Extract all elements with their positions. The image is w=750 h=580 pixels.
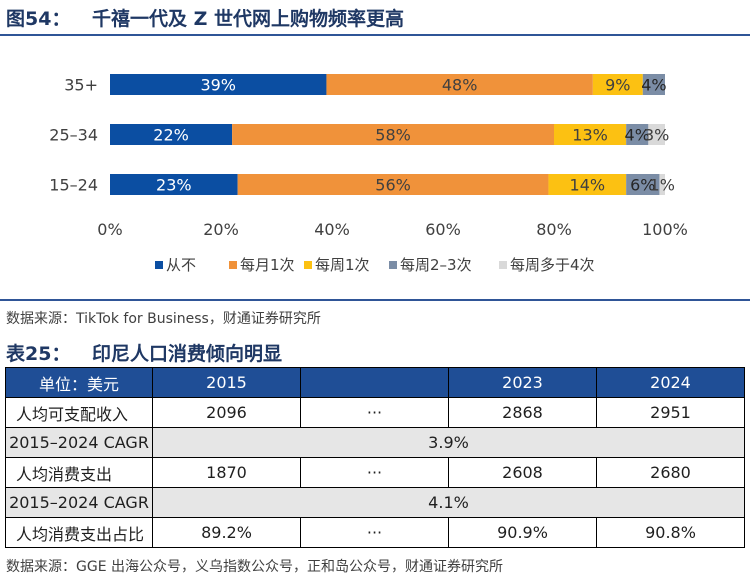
x-tick-label: 60% bbox=[425, 220, 461, 239]
data-label: 22% bbox=[153, 126, 189, 145]
table-header-row: 单位：美元 2015 2023 2024 bbox=[5, 367, 745, 398]
table-cell: 2608 bbox=[448, 457, 597, 488]
stacked-bar-chart: 35+ 39% 48% 9% 4%25–34 22% 58% 13% 4%3%15–24 23% 5… bbox=[49, 74, 688, 274]
data-label: 9% bbox=[605, 76, 630, 95]
legend-label: 每月1次 bbox=[240, 256, 295, 274]
table-cell: ··· bbox=[300, 517, 449, 548]
x-tick-label: 40% bbox=[314, 220, 350, 239]
chart-source: 数据来源：TikTok for Business，财通证券研究所 bbox=[6, 311, 321, 327]
figure-title-text: 千禧一代及 Z 世代网上购物频率更高 bbox=[92, 8, 405, 30]
table-cagr-row: 2015–2024 CAGR 3.9% bbox=[5, 427, 745, 458]
data-label: 3% bbox=[644, 126, 669, 145]
table-cell: 1870 bbox=[152, 457, 301, 488]
data-label: 56% bbox=[375, 176, 411, 195]
table-cell: ··· bbox=[300, 457, 449, 488]
x-tick-label: 0% bbox=[97, 220, 122, 239]
bar-segment bbox=[326, 74, 593, 95]
data-label: 4% bbox=[625, 126, 650, 145]
legend-swatch bbox=[304, 261, 312, 269]
data-label: 23% bbox=[156, 176, 192, 195]
bar-segment bbox=[592, 74, 643, 95]
legend-label: 每周多于4次 bbox=[510, 256, 595, 274]
legend-swatch bbox=[499, 261, 507, 269]
bar-segment bbox=[626, 174, 660, 195]
cagr-value: 3.9% bbox=[152, 427, 745, 458]
consumption-table: 单位：美元 2015 2023 2024 人均可支配收入 2096 ··· 2868 2951 2… bbox=[5, 367, 745, 548]
table-cell: ··· bbox=[300, 397, 449, 428]
data-label: 4% bbox=[641, 76, 666, 95]
table-number: 表25： bbox=[6, 343, 71, 365]
bar-segment bbox=[659, 174, 665, 195]
x-tick-label: 80% bbox=[536, 220, 572, 239]
legend-label: 从不 bbox=[166, 256, 196, 274]
cagr-label: 2015–2024 CAGR bbox=[5, 487, 153, 518]
bar-segment bbox=[642, 74, 665, 95]
category-label: 15–24 bbox=[49, 176, 98, 195]
table-row: 人均消费支出占比 89.2% ··· 90.9% 90.8% bbox=[5, 517, 745, 548]
row-label: 人均消费支出占比 bbox=[5, 517, 153, 548]
bar-segment bbox=[110, 124, 233, 145]
cagr-label: 2015–2024 CAGR bbox=[5, 427, 153, 458]
data-label: 14% bbox=[570, 176, 606, 195]
table-title-text: 印尼人口消费倾向明显 bbox=[92, 343, 283, 365]
legend-swatch bbox=[389, 261, 397, 269]
bar-segment bbox=[232, 124, 554, 145]
bar-segment bbox=[554, 124, 627, 145]
title-rule bbox=[0, 34, 750, 36]
bar-segment bbox=[626, 124, 649, 145]
row-label: 人均消费支出 bbox=[5, 457, 153, 488]
table-cell: 2868 bbox=[448, 397, 597, 428]
category-label: 35+ bbox=[64, 76, 98, 95]
table-cell: 2951 bbox=[596, 397, 745, 428]
table-header-cell: 2024 bbox=[596, 367, 745, 398]
bar-segment bbox=[648, 124, 665, 145]
cagr-value: 4.1% bbox=[152, 487, 745, 518]
table-cell: 89.2% bbox=[152, 517, 301, 548]
table-header-cell bbox=[300, 367, 449, 398]
data-label: 58% bbox=[375, 126, 411, 145]
table-source: 数据来源：GGE 出海公众号，义乌指数公众号，正和岛公众号，财通证券研究所 bbox=[6, 559, 503, 575]
legend-label: 每周1次 bbox=[315, 256, 370, 274]
x-tick-label: 100% bbox=[642, 220, 688, 239]
table-row: 人均消费支出 1870 ··· 2608 2680 bbox=[5, 457, 745, 488]
data-label: 39% bbox=[200, 76, 236, 95]
bar-segment bbox=[110, 74, 327, 95]
table-header-cell: 单位：美元 bbox=[5, 367, 153, 398]
figure-number: 图54： bbox=[6, 8, 71, 30]
data-label: 13% bbox=[572, 126, 608, 145]
legend-swatch bbox=[155, 261, 163, 269]
table-header-cell: 2015 bbox=[152, 367, 301, 398]
bar-segment bbox=[110, 174, 238, 195]
row-label: 人均可支配收入 bbox=[5, 397, 153, 428]
figure-title: 图54： 千禧一代及 Z 世代网上购物频率更高 bbox=[6, 4, 404, 31]
table-title: 表25： 印尼人口消费倾向明显 bbox=[6, 339, 282, 366]
bar-segment bbox=[548, 174, 627, 195]
table-cell: 2680 bbox=[596, 457, 745, 488]
legend-swatch bbox=[229, 261, 237, 269]
table-cell: 2096 bbox=[152, 397, 301, 428]
table-row: 人均可支配收入 2096 ··· 2868 2951 bbox=[5, 397, 745, 428]
table-cell: 90.8% bbox=[596, 517, 745, 548]
data-label: 48% bbox=[442, 76, 478, 95]
legend-label: 每周2–3次 bbox=[400, 256, 472, 274]
category-label: 25–34 bbox=[49, 126, 98, 145]
data-label: 1% bbox=[650, 176, 675, 195]
source-rule bbox=[0, 299, 750, 301]
x-tick-label: 20% bbox=[203, 220, 239, 239]
table-cagr-row: 2015–2024 CAGR 4.1% bbox=[5, 487, 745, 518]
table-cell: 90.9% bbox=[448, 517, 597, 548]
data-label: 6% bbox=[630, 176, 655, 195]
table-header-cell: 2023 bbox=[448, 367, 597, 398]
bar-segment bbox=[237, 174, 549, 195]
